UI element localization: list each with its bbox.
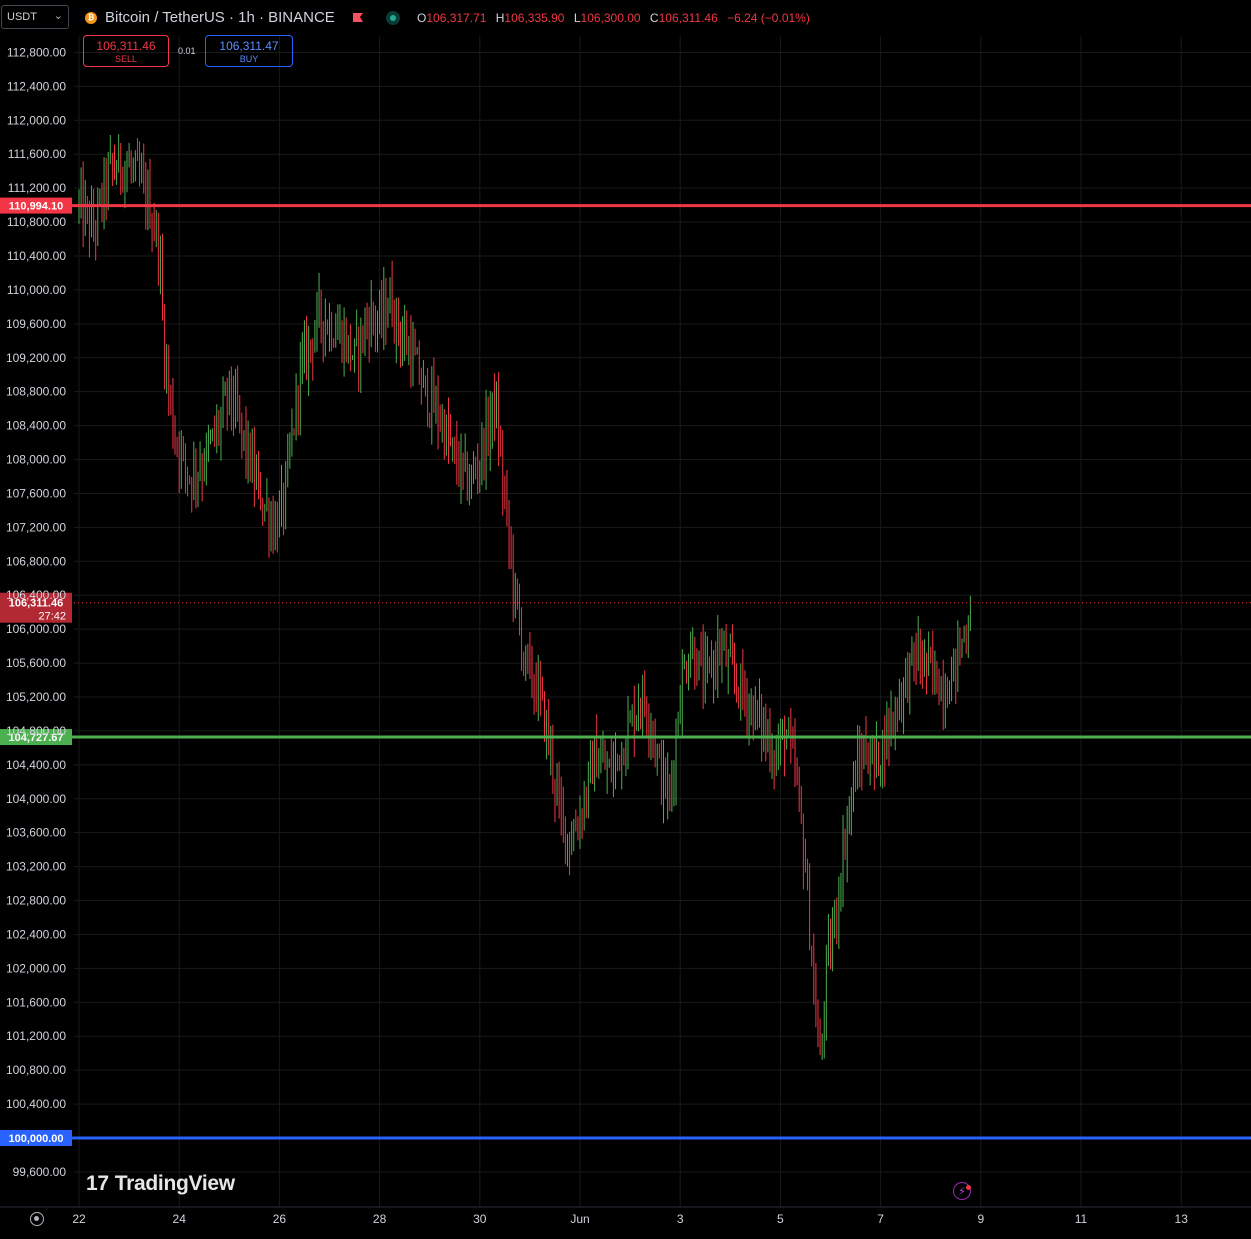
time-tick-label: 26	[273, 1212, 287, 1226]
time-tick-label: 5	[777, 1212, 784, 1226]
price-tick-label: 100,400.00	[6, 1097, 66, 1111]
price-tick-label: 112,000.00	[7, 113, 66, 127]
tradingview-logo[interactable]: 17 TradingView	[86, 1172, 235, 1196]
chevron-down-icon: ⌄	[53, 10, 63, 22]
price-tick-label: 107,600.00	[6, 486, 66, 500]
tradingview-wordmark: TradingView	[114, 1172, 235, 1195]
lightning-icon[interactable]: ⚡	[953, 1182, 971, 1200]
price-tick-label: 110,800.00	[7, 215, 66, 229]
price-tick-label: 101,200.00	[6, 1029, 66, 1043]
last-price-badge	[0, 592, 72, 623]
notification-dot	[966, 1185, 971, 1190]
price-level-badge	[0, 197, 72, 214]
price-tick-label: 108,000.00	[6, 453, 66, 467]
sell-label: SELL	[114, 54, 138, 64]
time-tick-label: 28	[373, 1212, 387, 1226]
price-level-badge	[0, 1130, 72, 1146]
last-price-label: 106,311.46	[9, 598, 63, 610]
buy-price: 106,311.47	[219, 39, 279, 53]
price-tick-label: 110,000.00	[7, 283, 66, 297]
price-tick-label: 112,800.00	[7, 45, 66, 59]
sell-button[interactable]: 106,311.46 SELL	[83, 35, 169, 67]
horizontal-lines[interactable]: 110,994.10 104,727.67 100,000.00 106,311.46…	[0, 197, 1251, 1146]
candle-countdown: 27:42	[38, 611, 66, 623]
buy-label: BUY	[239, 54, 259, 64]
time-tick-label: 30	[473, 1212, 487, 1226]
price-tick-label: 104,400.00	[6, 758, 66, 772]
time-axis[interactable]: 22 24 26 28 30 Jun 3 5 7 9 11 13	[0, 1206, 1251, 1226]
price-tick-label: 106,000.00	[6, 622, 66, 636]
spread-value: 0.01	[178, 46, 196, 56]
price-tick-label: 111,200.00	[8, 181, 67, 195]
price-tick-label: 112,400.00	[7, 79, 66, 93]
time-tick-label: 11	[1075, 1212, 1088, 1226]
price-tick-label: 109,200.00	[6, 351, 66, 365]
time-tick-label: 24	[173, 1212, 187, 1226]
price-level-label: 104,727.67	[8, 732, 63, 744]
price-tick-label: 105,600.00	[6, 656, 66, 670]
ohlc-high-key: H	[495, 11, 505, 25]
price-tick-label: 107,200.00	[6, 520, 66, 534]
bitcoin-icon: ₿	[85, 12, 97, 24]
tradingview-mark-icon: 17	[86, 1172, 109, 1195]
ohlc-close-key: C	[649, 11, 659, 25]
ohlc-open-key: O	[417, 11, 427, 25]
candlestick-series	[78, 134, 971, 1060]
price-axis[interactable]: 112,800.00 112,400.00 112,000.00 111,600.00…	[6, 45, 66, 1178]
price-tick-label: 111,600.00	[8, 147, 67, 161]
price-tick-label: 108,800.00	[6, 385, 66, 399]
price-tick-label: 104,800.00	[6, 724, 66, 738]
sell-price: 106,311.46	[96, 39, 156, 53]
market-open-icon	[386, 11, 400, 25]
price-tick-label: 102,000.00	[6, 961, 66, 975]
buy-button[interactable]: 106,311.47 BUY	[205, 35, 293, 67]
price-tick-label: 102,800.00	[6, 894, 66, 908]
price-tick-label: 99,600.00	[13, 1165, 67, 1179]
currency-select-value: USDT	[7, 11, 37, 23]
price-tick-label: 105,200.00	[6, 690, 66, 704]
time-tick-label: 7	[877, 1212, 884, 1226]
flag-icon[interactable]	[352, 12, 364, 24]
price-tick-label: 100,800.00	[6, 1063, 66, 1077]
ohlc-open-value: 106,317.71	[426, 11, 487, 25]
price-tick-label: 108,400.00	[6, 419, 66, 433]
time-tick-label: 9	[977, 1212, 984, 1226]
price-tick-label: 109,600.00	[6, 317, 66, 331]
symbol-title[interactable]: Bitcoin / TetherUS · 1h · BINANCE	[105, 9, 335, 26]
currency-select[interactable]: USDT ⌄	[1, 5, 69, 29]
price-tick-label: 104,000.00	[6, 792, 66, 806]
price-level-badge	[0, 729, 72, 746]
price-tick-label: 103,600.00	[6, 826, 66, 840]
ohlc-close-value: 106,311.46	[658, 11, 718, 25]
ohlc-readout: O106,317.71 H106,335.90 L106,300.00 C106…	[417, 11, 816, 25]
price-tick-label: 103,200.00	[6, 860, 66, 874]
ohlc-change: −6.24 (−0.01%)	[727, 11, 810, 25]
ohlc-low-value: 106,300.00	[580, 11, 641, 25]
chart-header: USDT ⌄ ₿ Bitcoin / TetherUS · 1h · BINAN…	[0, 0, 1251, 36]
ohlc-low-key: L	[573, 11, 581, 25]
price-level-label: 110,994.10	[9, 201, 63, 213]
price-tick-label: 106,400.00	[6, 588, 66, 602]
price-tick-label: 101,600.00	[6, 995, 66, 1009]
price-tick-label: 106,800.00	[6, 554, 66, 568]
price-tick-label: 102,400.00	[6, 927, 66, 941]
time-tick-label: Jun	[570, 1212, 589, 1226]
time-tick-label: 13	[1175, 1212, 1189, 1226]
price-tick-label: 110,400.00	[7, 249, 66, 263]
settings-icon[interactable]	[30, 1212, 44, 1226]
ohlc-high-value: 106,335.90	[504, 11, 565, 25]
time-tick-label: 22	[72, 1212, 86, 1226]
price-level-label: 100,000.00	[8, 1133, 63, 1145]
time-tick-label: 3	[677, 1212, 684, 1226]
